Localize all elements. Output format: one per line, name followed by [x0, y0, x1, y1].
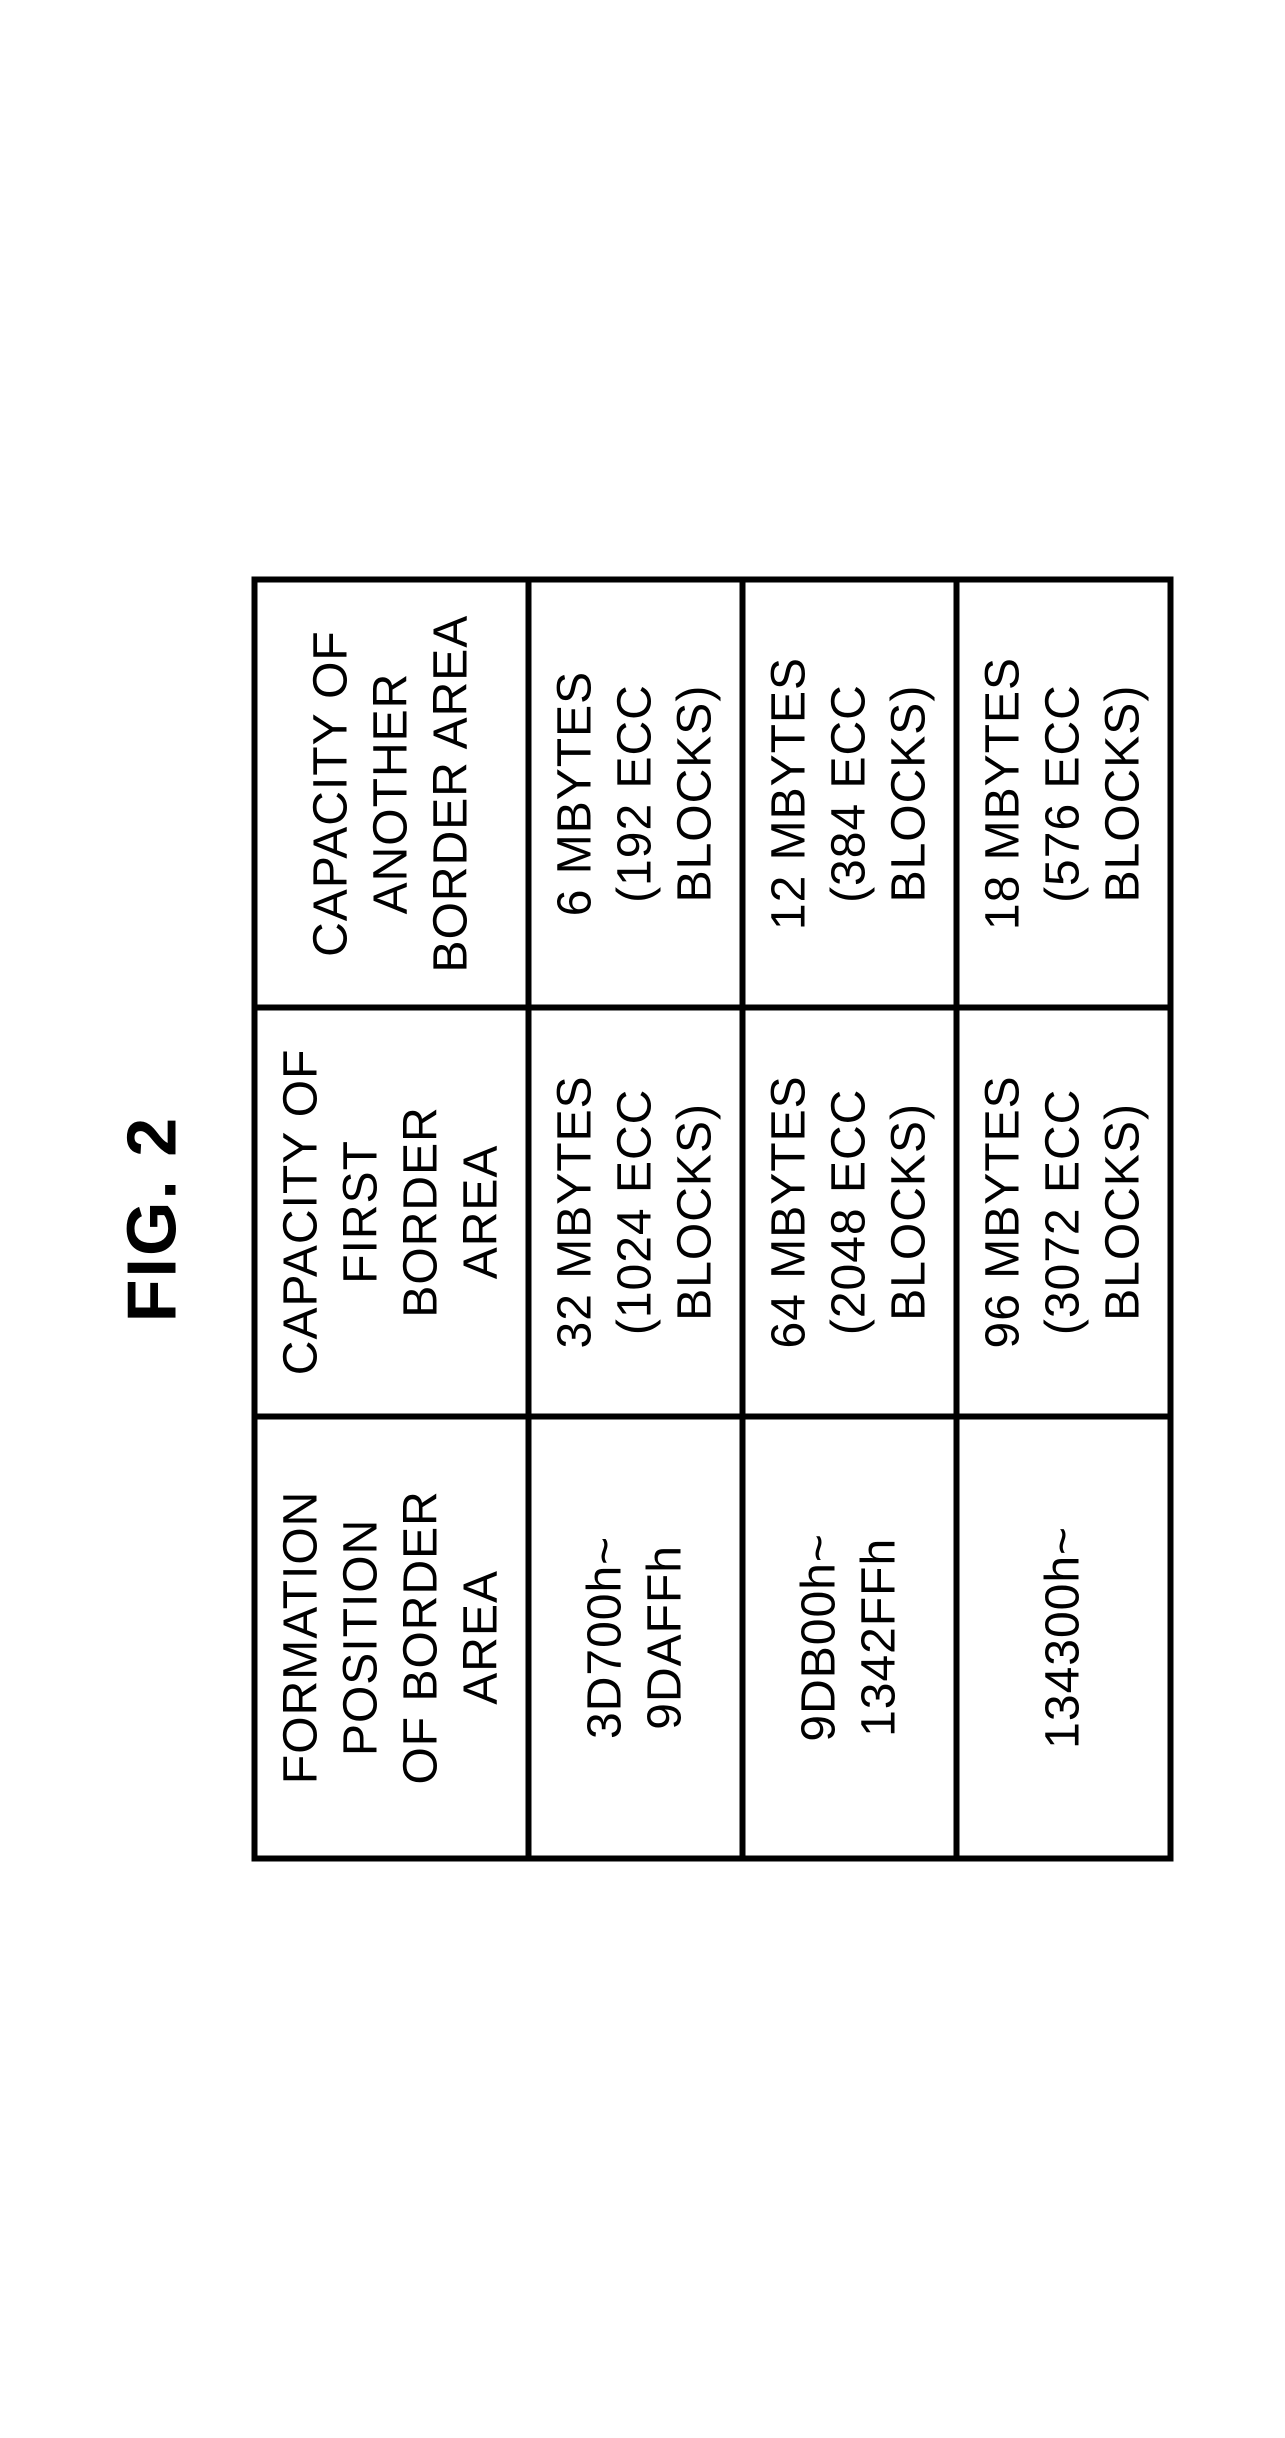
page: FIG. 2 FORMATION POSITION OF BORDER AREA… — [0, 0, 1285, 2438]
figure-title: FIG. 2 — [112, 577, 192, 1862]
cell-another-capacity: 12 MBYTES (384 ECC BLOCKS) — [743, 580, 957, 1008]
cell-formation-position: 9DB00h~ 1342FFh — [743, 1416, 957, 1858]
cell-formation-position: 3D700h~ 9DAFFh — [529, 1416, 743, 1858]
col-header-first-capacity: CAPACITY OF FIRST BORDER AREA — [255, 1008, 529, 1417]
table-row: 3D700h~ 9DAFFh 32 MBYTES (1024 ECC BLOCK… — [529, 580, 743, 1859]
col-header-formation-position: FORMATION POSITION OF BORDER AREA — [255, 1416, 529, 1858]
table-row: 134300h~ 96 MBYTES (3072 ECC BLOCKS) 18 … — [957, 580, 1171, 1859]
table-header-row: FORMATION POSITION OF BORDER AREA CAPACI… — [255, 580, 529, 1859]
border-capacity-table: FORMATION POSITION OF BORDER AREA CAPACI… — [252, 577, 1174, 1862]
cell-formation-position: 134300h~ — [957, 1416, 1171, 1858]
table-row: 9DB00h~ 1342FFh 64 MBYTES (2048 ECC BLOC… — [743, 580, 957, 1859]
cell-another-capacity: 18 MBYTES (576 ECC BLOCKS) — [957, 580, 1171, 1008]
cell-another-capacity: 6 MBYTES (192 ECC BLOCKS) — [529, 580, 743, 1008]
cell-first-capacity: 96 MBYTES (3072 ECC BLOCKS) — [957, 1008, 1171, 1417]
col-header-another-capacity: CAPACITY OF ANOTHER BORDER AREA — [255, 580, 529, 1008]
cell-first-capacity: 32 MBYTES (1024 ECC BLOCKS) — [529, 1008, 743, 1417]
rotated-figure-wrapper: FIG. 2 FORMATION POSITION OF BORDER AREA… — [112, 577, 1174, 1862]
cell-first-capacity: 64 MBYTES (2048 ECC BLOCKS) — [743, 1008, 957, 1417]
